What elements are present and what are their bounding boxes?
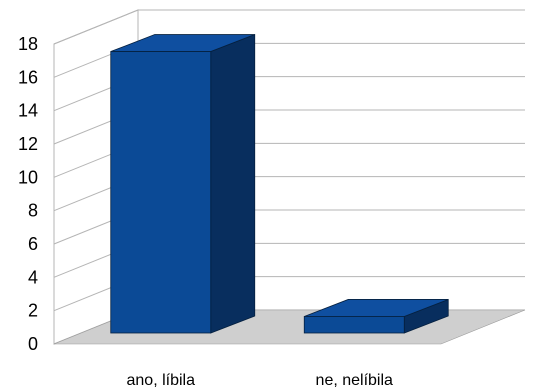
y-tick-label: 16 [18, 67, 38, 87]
x-axis-categories: ano, líbila ne, nelíbila [127, 372, 394, 389]
bar-1 [303, 316, 405, 334]
gridline-diagonal [53, 9, 139, 45]
bars [110, 33, 449, 334]
y-tick-label: 14 [18, 101, 38, 121]
x-tick-label: ne, nelíbila [316, 372, 393, 389]
y-axis-ticks: 0 2 4 6 8 10 12 14 16 18 [18, 34, 38, 354]
y-tick-label: 18 [18, 34, 38, 54]
bar-side-0 [210, 33, 256, 334]
y-tick-label: 8 [28, 201, 38, 221]
x-tick-label: ano, líbila [127, 372, 196, 389]
y-tick-label: 12 [18, 134, 38, 154]
y-tick-label: 2 [28, 301, 38, 321]
y-tick-label: 6 [28, 234, 38, 254]
bar-0 [110, 51, 212, 334]
y-tick-label: 10 [18, 167, 38, 187]
y-tick-label: 0 [28, 334, 38, 354]
y-tick-label: 4 [28, 267, 38, 287]
